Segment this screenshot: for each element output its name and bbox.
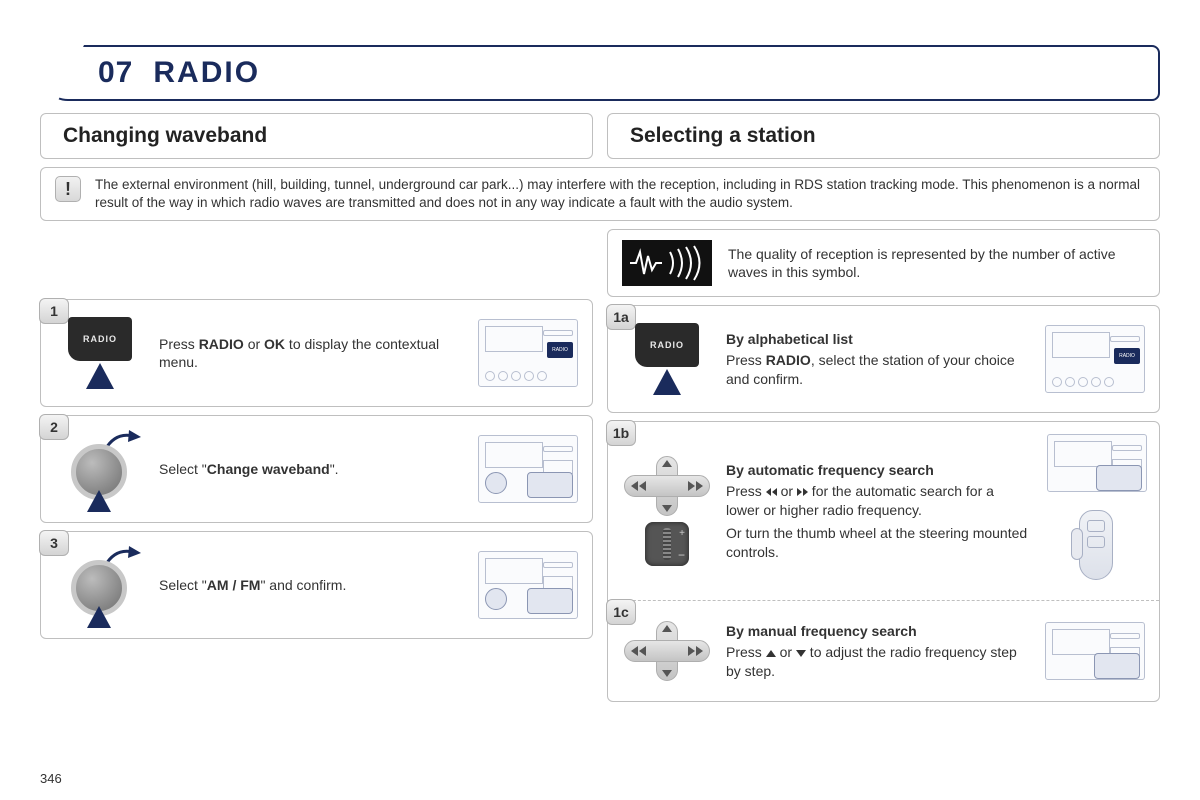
arrow-up-icon: [653, 369, 681, 395]
step-text: By manual frequency search Press or to a…: [726, 622, 1031, 681]
left-step-2: 2 Select "Change waveband".: [40, 415, 593, 523]
radio-button-icon: RADIO: [622, 323, 712, 395]
page-number: 346: [40, 771, 62, 786]
chapter-header: 07 RADIO: [40, 45, 1160, 101]
step-number: 1: [39, 298, 69, 324]
step-text: Select "AM / FM" and confirm.: [159, 576, 464, 595]
warning-note-text: The external environment (hill, building…: [95, 176, 1145, 212]
left-column: 1 RADIO Press RADIO or OK to display the…: [40, 229, 593, 702]
right-step-1b: 1b +− By automatic frequency search Pres…: [608, 422, 1159, 600]
main-columns: 1 RADIO Press RADIO or OK to display the…: [40, 229, 1160, 702]
left-step-1: 1 RADIO Press RADIO or OK to display the…: [40, 299, 593, 407]
step-number: 1a: [606, 304, 636, 330]
console-thumbnail: [1047, 434, 1147, 492]
cross-nav-icon: [622, 621, 712, 681]
right-step-1b-1c: 1b +− By automatic frequency search Pres…: [607, 421, 1160, 702]
console-thumbnail: [1045, 622, 1149, 680]
arrow-up-icon: [86, 363, 114, 389]
subheader-right-title: Selecting a station: [630, 124, 1137, 148]
step-text: By automatic frequency search Press or f…: [726, 461, 1031, 561]
thumbnail-group: [1045, 434, 1149, 588]
subheader-right: Selecting a station: [607, 113, 1160, 159]
console-thumbnail: [478, 435, 582, 503]
step-text: Select "Change waveband".: [159, 460, 464, 479]
step-number: 1b: [606, 420, 636, 446]
right-step-1a: 1a RADIO By alphabetical list Press RADI…: [607, 305, 1160, 413]
subheader-left-title: Changing waveband: [63, 124, 570, 148]
steering-control-thumbnail: [1069, 502, 1125, 588]
right-column: The quality of reception is represented …: [607, 229, 1160, 702]
step-text: Press RADIO or OK to display the context…: [159, 335, 464, 373]
subheader-row: Changing waveband Selecting a station: [40, 113, 1160, 159]
console-thumbnail: [478, 551, 582, 619]
right-step-1c: 1c By manual frequency search Press or t…: [608, 601, 1159, 701]
arrow-up-icon: [87, 490, 111, 512]
radio-button-icon: RADIO: [55, 317, 145, 389]
cross-nav-icon: [624, 456, 710, 516]
reception-quality-box: The quality of reception is represented …: [607, 229, 1160, 297]
section-number: 07: [98, 56, 133, 90]
rotary-knob-icon: [55, 434, 145, 504]
subheader-left: Changing waveband: [40, 113, 593, 159]
rotary-knob-icon: [55, 550, 145, 620]
step-text: By alphabetical list Press RADIO, select…: [726, 330, 1031, 389]
quality-text: The quality of reception is represented …: [728, 245, 1145, 283]
warning-note: ! The external environment (hill, buildi…: [40, 167, 1160, 221]
step-icon-group: +−: [622, 456, 712, 566]
thumbwheel-icon: +−: [645, 522, 689, 566]
console-thumbnail: RADIO: [478, 319, 582, 387]
section-title: RADIO: [153, 56, 260, 90]
left-step-3: 3 Select "AM / FM" and confirm.: [40, 531, 593, 639]
signal-wave-icon: [622, 240, 712, 286]
arrow-up-icon: [87, 606, 111, 628]
console-thumbnail: RADIO: [1045, 325, 1149, 393]
exclamation-icon: !: [55, 176, 81, 202]
